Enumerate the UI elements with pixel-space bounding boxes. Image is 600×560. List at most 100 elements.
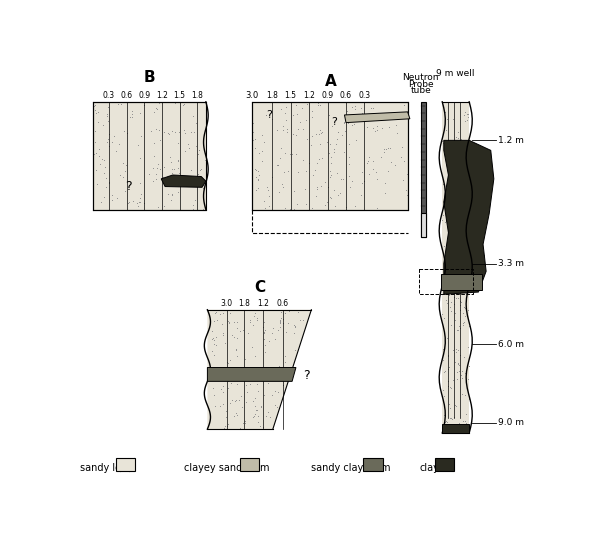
Point (249, 311, 259, 320)
Point (368, 123, 378, 132)
Point (136, 198, 145, 207)
Point (240, 417, 250, 426)
Text: tube: tube (410, 86, 431, 95)
Point (460, 352, 469, 361)
Point (390, 111, 400, 120)
Point (464, 250, 473, 259)
Point (448, 230, 457, 239)
Point (91, 165, 101, 174)
Point (449, 412, 459, 421)
Text: 0.6: 0.6 (340, 91, 352, 100)
Point (127, 110, 137, 119)
Point (399, 100, 409, 109)
Point (252, 380, 262, 389)
Point (333, 128, 343, 137)
Text: clayey sand loam: clayey sand loam (184, 463, 270, 473)
Point (457, 422, 467, 431)
Point (475, 182, 484, 191)
Point (473, 259, 483, 268)
Point (226, 378, 236, 387)
Text: 0.3: 0.3 (103, 91, 115, 100)
Point (219, 424, 229, 433)
Point (445, 362, 454, 371)
Point (199, 204, 208, 213)
Point (292, 199, 302, 208)
Point (245, 318, 255, 327)
Point (152, 103, 161, 112)
Point (271, 367, 281, 376)
Point (301, 167, 311, 176)
Point (250, 352, 259, 361)
Point (103, 117, 113, 126)
Point (191, 181, 200, 190)
Point (457, 371, 466, 380)
Point (232, 352, 242, 361)
Point (198, 180, 208, 189)
Point (350, 101, 360, 110)
Point (107, 138, 116, 147)
Point (151, 169, 161, 178)
Point (283, 167, 293, 176)
Point (91, 149, 101, 158)
Point (254, 174, 263, 183)
Point (191, 141, 200, 150)
Point (346, 183, 355, 192)
Point (437, 137, 447, 146)
Point (460, 201, 469, 210)
Point (462, 284, 472, 293)
Point (313, 158, 322, 167)
Point (90, 138, 100, 147)
Point (293, 167, 302, 176)
Point (229, 412, 239, 421)
Point (464, 159, 474, 168)
Bar (442, 424, 469, 433)
Point (218, 399, 227, 408)
Point (129, 466, 139, 475)
Point (350, 202, 359, 211)
Point (371, 167, 381, 176)
Point (218, 329, 227, 338)
Point (169, 97, 179, 106)
Point (452, 139, 462, 148)
Point (300, 185, 310, 194)
Point (231, 346, 241, 354)
Point (438, 345, 448, 354)
Bar (364, 458, 383, 472)
Point (443, 144, 452, 153)
Point (196, 165, 206, 174)
Point (159, 201, 169, 210)
Point (442, 125, 451, 134)
Point (461, 161, 471, 170)
Point (238, 325, 248, 334)
Point (180, 146, 190, 155)
Point (455, 361, 464, 370)
Point (451, 275, 460, 284)
Point (279, 168, 289, 177)
Point (324, 149, 334, 158)
Text: ?: ? (302, 368, 309, 382)
Point (336, 174, 346, 183)
Point (119, 126, 129, 135)
Point (275, 317, 284, 326)
Point (250, 410, 260, 419)
Point (453, 360, 463, 369)
Point (104, 178, 113, 187)
Polygon shape (208, 367, 296, 381)
Point (316, 129, 325, 138)
Point (446, 428, 456, 437)
Point (452, 367, 462, 376)
Point (149, 108, 159, 116)
Point (444, 142, 454, 151)
Point (306, 141, 316, 150)
Text: 9.0 m: 9.0 m (499, 418, 524, 427)
Point (379, 148, 389, 157)
Bar (421, 213, 426, 236)
Point (460, 417, 470, 426)
Point (293, 125, 303, 134)
Point (329, 148, 338, 157)
Point (451, 358, 460, 367)
Point (380, 178, 390, 187)
Point (335, 189, 345, 198)
Point (260, 325, 269, 334)
Point (464, 200, 473, 209)
